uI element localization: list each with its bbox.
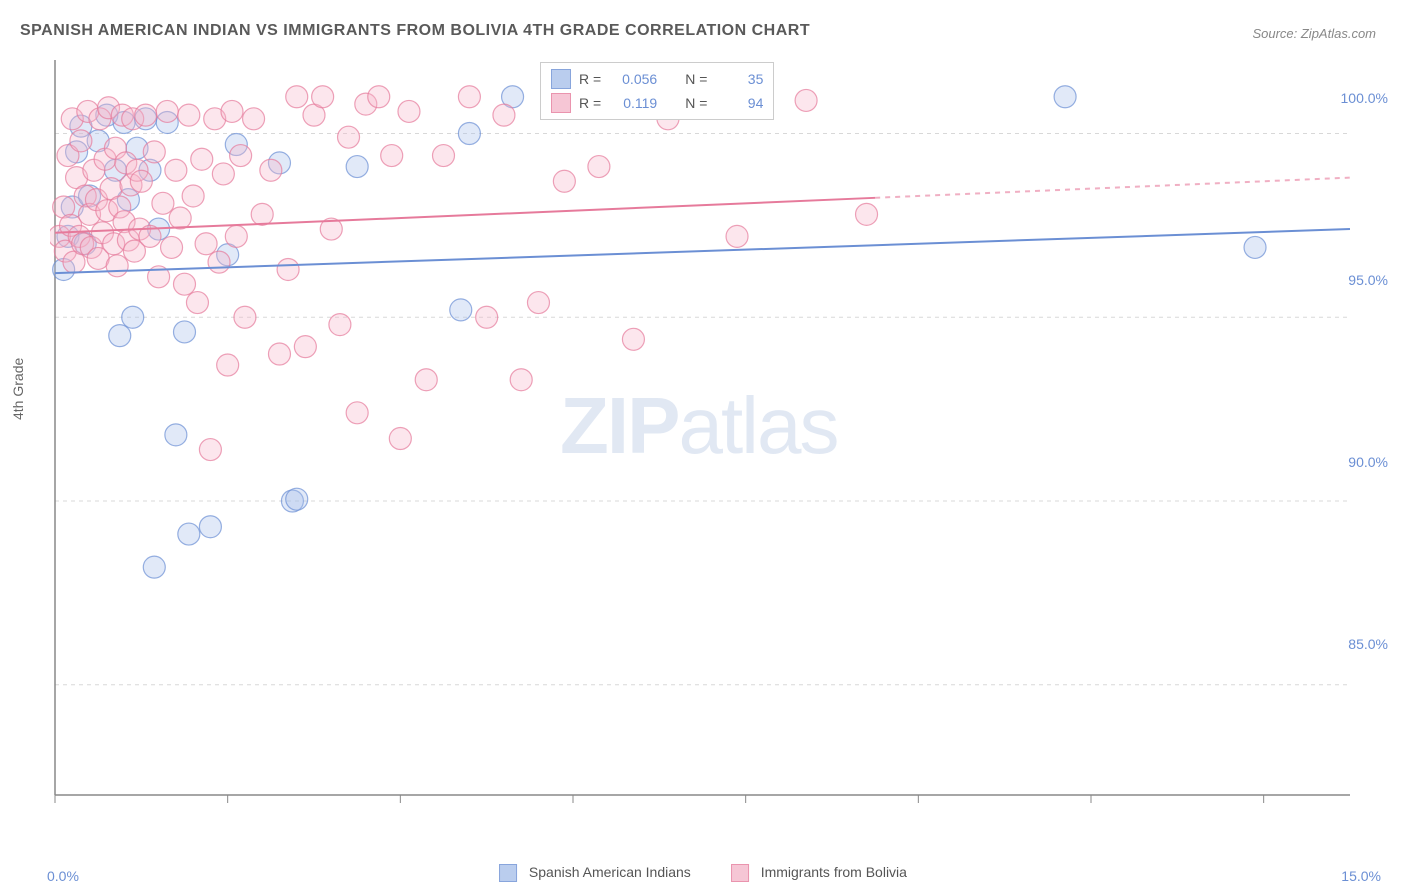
n-value-2: 94 — [715, 95, 763, 111]
legend-item-1: Spanish American Indians — [499, 864, 691, 882]
correlation-legend-box: R = 0.056 N = 35 R = 0.119 N = 94 — [540, 62, 774, 120]
r-value-2: 0.119 — [609, 95, 657, 111]
chart-title: SPANISH AMERICAN INDIAN VS IMMIGRANTS FR… — [20, 22, 810, 40]
legend-item-2: Immigrants from Bolivia — [731, 864, 907, 882]
correlation-legend-row-2: R = 0.119 N = 94 — [551, 91, 763, 115]
y-tick-label-100: 100.0% — [1341, 90, 1388, 106]
y-tick-label-95: 95.0% — [1348, 272, 1388, 288]
r-label: R = — [579, 95, 601, 111]
n-label: N = — [685, 95, 707, 111]
legend-label-2: Immigrants from Bolivia — [761, 864, 907, 880]
r-label: R = — [579, 71, 601, 87]
n-label: N = — [685, 71, 707, 87]
chart-plot-area — [50, 55, 1350, 825]
scatter-plot-svg — [50, 55, 1350, 825]
source-attribution: Source: ZipAtlas.com — [1252, 26, 1376, 41]
legend-swatch-icon — [499, 864, 517, 882]
x-tick-label-15: 15.0% — [1341, 868, 1381, 884]
x-tick-label-0: 0.0% — [47, 868, 79, 884]
legend-swatch-series-2 — [551, 93, 571, 113]
y-tick-label-90: 90.0% — [1348, 454, 1388, 470]
y-axis-label: 4th Grade — [10, 358, 26, 420]
y-tick-label-85: 85.0% — [1348, 636, 1388, 652]
series-legend: Spanish American Indians Immigrants from… — [499, 864, 907, 882]
n-value-1: 35 — [715, 71, 763, 87]
correlation-legend-row-1: R = 0.056 N = 35 — [551, 67, 763, 91]
r-value-1: 0.056 — [609, 71, 657, 87]
legend-swatch-series-1 — [551, 69, 571, 89]
legend-label-1: Spanish American Indians — [529, 864, 691, 880]
legend-swatch-icon — [731, 864, 749, 882]
